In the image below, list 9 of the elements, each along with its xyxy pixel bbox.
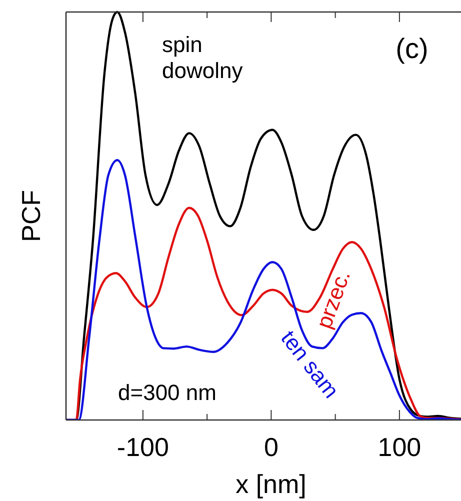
x-tick-label: 100 bbox=[378, 432, 422, 462]
series-label: spin dowolny bbox=[162, 32, 243, 83]
text: przec. bbox=[311, 266, 356, 332]
x-axis-title: x [nm] bbox=[236, 469, 306, 499]
annotation: (c) bbox=[396, 33, 428, 64]
x-tick-label: -100 bbox=[116, 432, 169, 462]
annotation: d=300 nm bbox=[118, 380, 216, 405]
x-tick-label: 0 bbox=[264, 432, 278, 462]
y-axis-title: PCF bbox=[16, 190, 46, 242]
